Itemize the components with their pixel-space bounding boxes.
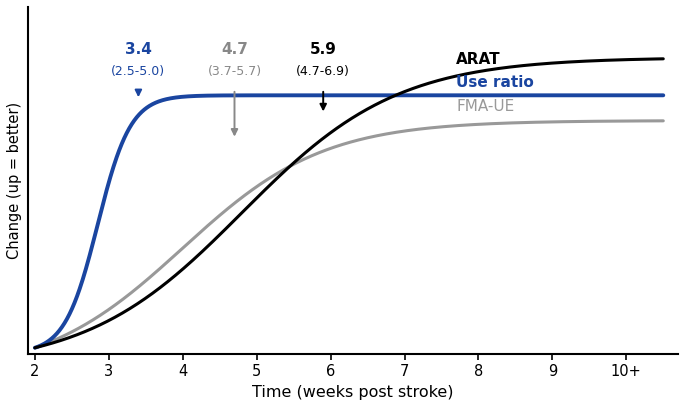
Text: (2.5-5.0): (2.5-5.0)	[112, 66, 166, 78]
X-axis label: Time (weeks post stroke): Time (weeks post stroke)	[252, 385, 453, 400]
Text: 4.7: 4.7	[221, 42, 248, 57]
Text: ARAT: ARAT	[456, 52, 501, 66]
Text: 5.9: 5.9	[310, 42, 336, 57]
Text: Use ratio: Use ratio	[456, 75, 534, 90]
Text: 3.4: 3.4	[125, 42, 152, 57]
Y-axis label: Change (up = better): Change (up = better)	[7, 102, 22, 259]
Text: (3.7-5.7): (3.7-5.7)	[208, 66, 262, 78]
Text: (4.7-6.9): (4.7-6.9)	[297, 66, 350, 78]
Text: FMA-UE: FMA-UE	[456, 99, 514, 114]
